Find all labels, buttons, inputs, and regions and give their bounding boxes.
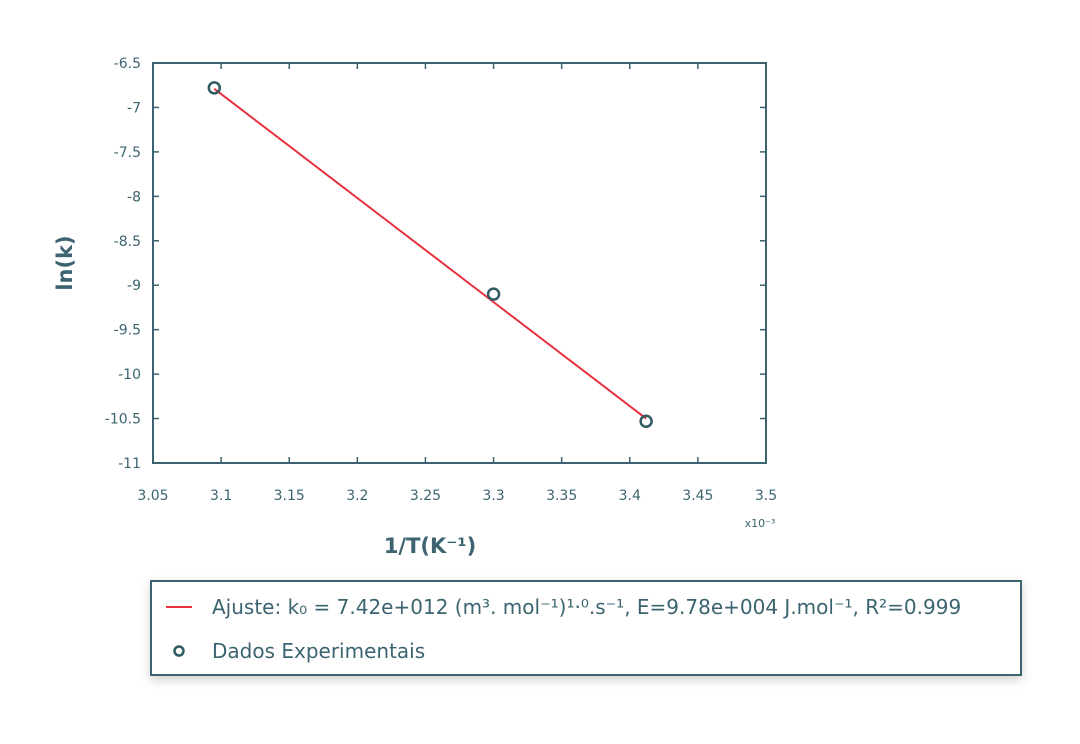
y-tick-label: -10.5: [105, 412, 141, 428]
x-tick-label: 3.3: [482, 488, 504, 504]
x-axis-label: 1/T(K⁻¹): [384, 534, 476, 558]
legend-label: Dados Experimentais: [212, 639, 425, 663]
data-point: [639, 414, 653, 428]
x-tick-label: 3.4: [619, 488, 641, 504]
data-point: [486, 287, 501, 301]
y-tick-label: -10: [118, 367, 141, 383]
x-tick-label: 3.15: [274, 488, 305, 504]
y-tick-label: -7: [127, 100, 141, 116]
y-tick-label: -11: [118, 456, 141, 472]
x-tick-label: 3.5: [755, 488, 777, 504]
y-tick-label: -8: [127, 189, 141, 205]
fit-line: [213, 87, 647, 420]
y-tick-label: -8.5: [114, 234, 141, 250]
x-tick-label: 3.05: [137, 488, 168, 504]
x-tick-label: 3.1: [210, 488, 232, 504]
y-tick-label: -7.5: [114, 145, 141, 161]
x-tick-label: 3.25: [410, 488, 441, 504]
x-tick-label: 3.45: [682, 488, 713, 504]
legend-label: Ajuste: k₀ = 7.42e+012 (m³. mol⁻¹)¹·⁰.s⁻…: [212, 595, 961, 619]
data-point: [207, 81, 222, 95]
legend-symbol: [173, 645, 185, 657]
y-tick-label: -9: [127, 278, 141, 294]
legend-box: [150, 580, 1022, 676]
x-tick-label: 3.35: [546, 488, 577, 504]
plot-frame: [152, 62, 767, 464]
x-multiplier: x10⁻³: [745, 517, 776, 530]
y-tick-label: -9.5: [114, 323, 141, 339]
x-tick-label: 3.2: [346, 488, 368, 504]
y-tick-label: -6.5: [114, 56, 141, 72]
y-axis-label: ln(k): [53, 235, 77, 290]
